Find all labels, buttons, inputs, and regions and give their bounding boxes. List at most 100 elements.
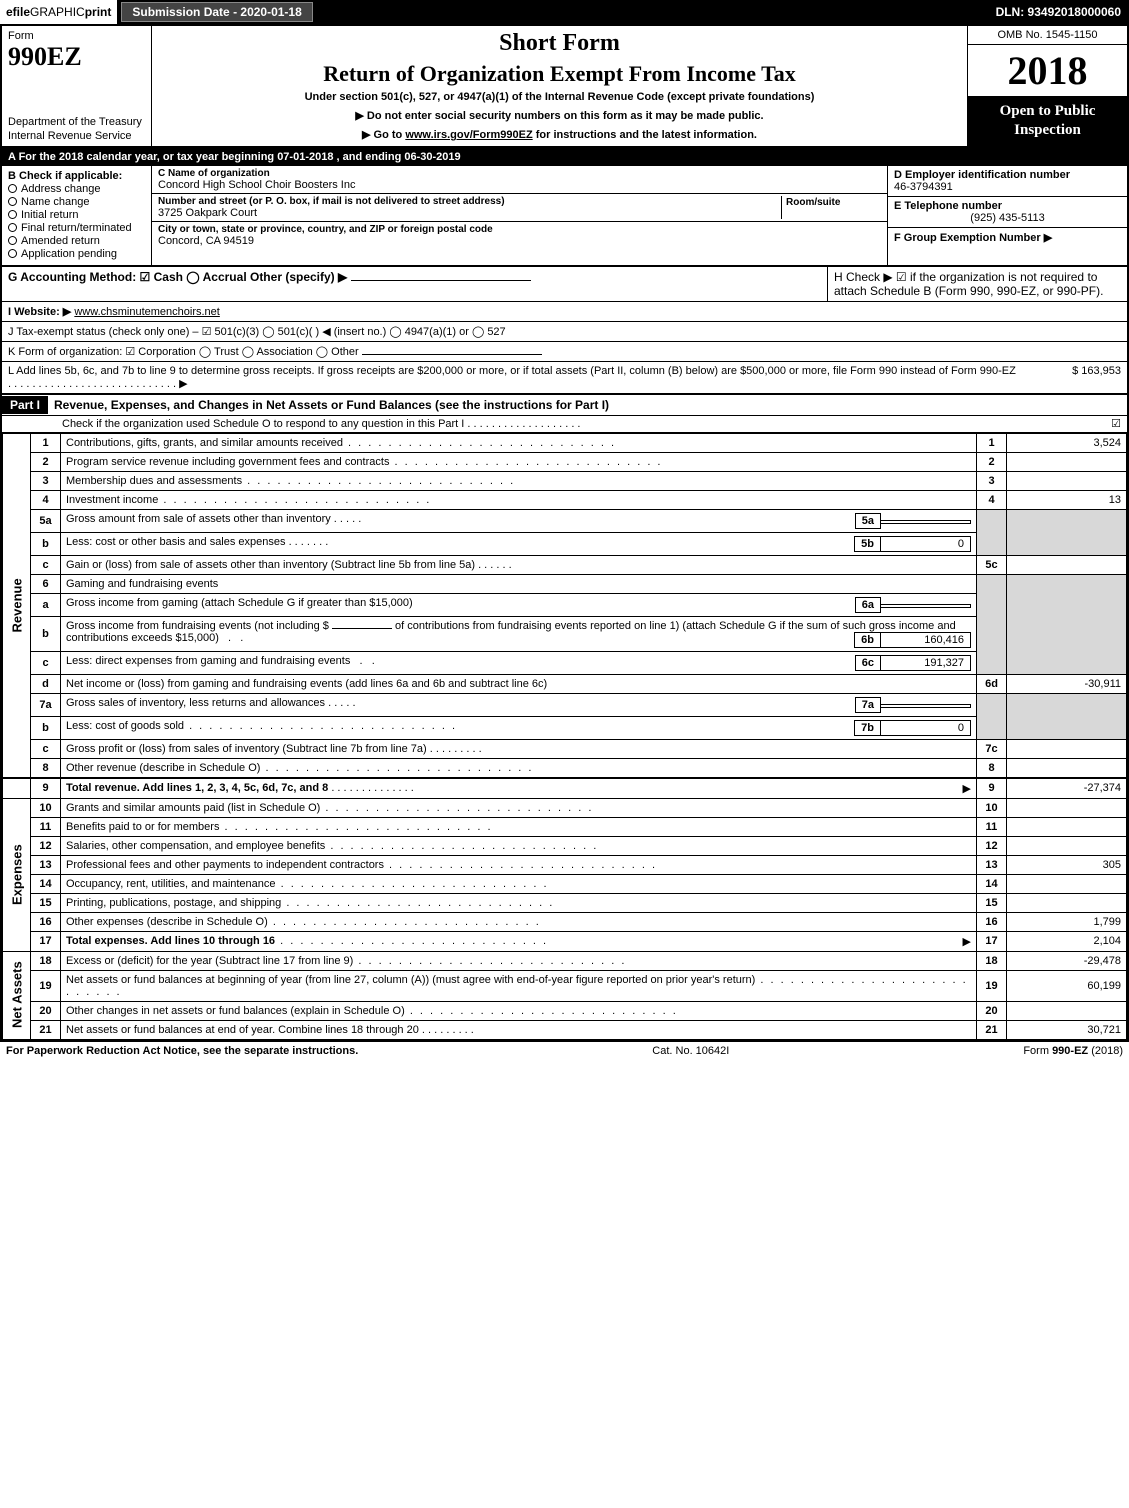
row-j: J Tax-exempt status (check only one) – ☑… xyxy=(2,322,1127,342)
part1-checkbox[interactable]: ☑ xyxy=(1099,417,1127,430)
table-row: 13Professional fees and other payments t… xyxy=(3,855,1127,874)
graphic-label: GRAPHIC xyxy=(30,5,85,19)
form-header: Form 990EZ Department of the Treasury In… xyxy=(2,26,1127,148)
box-b: B Check if applicable: Address change Na… xyxy=(2,166,152,265)
omb-number: OMB No. 1545-1150 xyxy=(968,26,1127,45)
table-row: Net Assets 18Excess or (deficit) for the… xyxy=(3,951,1127,970)
radio-icon xyxy=(8,223,17,232)
k-text: K Form of organization: ☑ Corporation ◯ … xyxy=(8,346,359,358)
footer-left: For Paperwork Reduction Act Notice, see … xyxy=(6,1045,358,1057)
row-l: L Add lines 5b, 6c, and 7b to line 9 to … xyxy=(2,362,1127,395)
radio-icon xyxy=(8,184,17,193)
box-b-title: B Check if applicable: xyxy=(8,170,145,182)
table-row: 3 Membership dues and assessments 3 xyxy=(3,471,1127,490)
e-label: E Telephone number xyxy=(894,200,1121,212)
row-i: I Website: ▶ www.chsminutemenchoirs.net xyxy=(2,302,1127,322)
radio-icon xyxy=(8,236,17,245)
period-bar: A For the 2018 calendar year, or tax yea… xyxy=(2,148,1127,166)
chk-final-return[interactable]: Final return/terminated xyxy=(8,222,145,234)
table-row: 2 Program service revenue including gove… xyxy=(3,452,1127,471)
part1-check-text: Check if the organization used Schedule … xyxy=(2,416,1099,432)
bullet-1: ▶ Do not enter social security numbers o… xyxy=(160,109,959,122)
subtitle: Under section 501(c), 527, or 4947(a)(1)… xyxy=(160,91,959,103)
chk-application-pending[interactable]: Application pending xyxy=(8,248,145,260)
part1-check-row: Check if the organization used Schedule … xyxy=(2,416,1127,433)
dln: DLN: 93492018000060 xyxy=(988,0,1129,24)
phone: (925) 435-5113 xyxy=(894,212,1121,224)
room-label: Room/suite xyxy=(786,197,840,208)
form-word: Form xyxy=(8,30,145,42)
part1-title: Revenue, Expenses, and Changes in Net As… xyxy=(48,395,1127,415)
dept-line1: Department of the Treasury xyxy=(8,116,145,130)
form-outer: Form 990EZ Department of the Treasury In… xyxy=(0,24,1129,1042)
website-link[interactable]: www.chsminutemenchoirs.net xyxy=(74,306,220,318)
table-row: 9 Total revenue. Add lines 1, 2, 3, 4, 5… xyxy=(3,778,1127,799)
g-accounting: G Accounting Method: ☑ Cash ◯ Accrual Ot… xyxy=(2,267,827,301)
ein: 46-3794391 xyxy=(894,181,1121,193)
dept-line2: Internal Revenue Service xyxy=(8,130,145,144)
department: Department of the Treasury Internal Reve… xyxy=(8,116,145,144)
netassets-side-label: Net Assets xyxy=(3,951,31,1039)
top-bar: efile GRAPHIC print Submission Date - 20… xyxy=(0,0,1129,24)
radio-icon xyxy=(8,197,17,206)
i-label: I Website: ▶ xyxy=(8,306,71,318)
table-row: 19Net assets or fund balances at beginni… xyxy=(3,970,1127,1001)
efile-print[interactable]: efile GRAPHIC print xyxy=(0,0,117,24)
org-name: Concord High School Choir Boosters Inc xyxy=(158,179,881,191)
chk-name-change[interactable]: Name change xyxy=(8,196,145,208)
bullet-2-pre: ▶ Go to xyxy=(362,129,405,141)
f-label: F Group Exemption Number ▶ xyxy=(894,231,1121,244)
city-state-zip: Concord, CA 94519 xyxy=(158,235,881,247)
header-center: Short Form Return of Organization Exempt… xyxy=(152,26,967,146)
page-footer: For Paperwork Reduction Act Notice, see … xyxy=(0,1042,1129,1060)
chk-amended-return[interactable]: Amended return xyxy=(8,235,145,247)
table-row: c Gross profit or (loss) from sales of i… xyxy=(3,739,1127,758)
table-row: Revenue 1 Contributions, gifts, grants, … xyxy=(3,433,1127,452)
open-public: Open to Public Inspection xyxy=(968,96,1127,146)
d-label: D Employer identification number xyxy=(894,169,1121,181)
header-left: Form 990EZ Department of the Treasury In… xyxy=(2,26,152,146)
table-row: b Less: cost or other basis and sales ex… xyxy=(3,532,1127,555)
table-row: c Less: direct expenses from gaming and … xyxy=(3,651,1127,674)
table-row: 6 Gaming and fundraising events xyxy=(3,574,1127,593)
table-row: 11Benefits paid to or for members11 xyxy=(3,817,1127,836)
table-row: 14Occupancy, rent, utilities, and mainte… xyxy=(3,874,1127,893)
table-row: 21Net assets or fund balances at end of … xyxy=(3,1020,1127,1039)
g-text: G Accounting Method: ☑ Cash ◯ Accrual Ot… xyxy=(8,270,347,284)
addr-label: Number and street (or P. O. box, if mail… xyxy=(158,196,781,207)
efile-label: efile xyxy=(6,5,30,19)
irs-link[interactable]: www.irs.gov/Form990EZ xyxy=(405,129,532,141)
expenses-side-label: Expenses xyxy=(3,798,31,951)
bullet-2-post: for instructions and the latest informat… xyxy=(533,129,757,141)
city-label: City or town, state or province, country… xyxy=(158,224,881,235)
revenue-side-label: Revenue xyxy=(3,433,31,778)
table-row: Expenses 10 Grants and similar amounts p… xyxy=(3,798,1127,817)
part1-table: Revenue 1 Contributions, gifts, grants, … xyxy=(2,433,1127,1040)
part1-header: Part I Revenue, Expenses, and Changes in… xyxy=(2,395,1127,416)
table-row: 17 Total expenses. Add lines 10 through … xyxy=(3,931,1127,951)
table-row: c Gain or (loss) from sale of assets oth… xyxy=(3,555,1127,574)
header-right: OMB No. 1545-1150 2018 Open to Public In… xyxy=(967,26,1127,146)
l-text: L Add lines 5b, 6c, and 7b to line 9 to … xyxy=(8,365,1021,390)
box-def: D Employer identification number 46-3794… xyxy=(887,166,1127,265)
tax-year: 2018 xyxy=(968,45,1127,96)
part1-label: Part I xyxy=(2,396,48,414)
form-number: 990EZ xyxy=(8,42,145,72)
l-amount: $ 163,953 xyxy=(1021,365,1121,390)
table-row: 16Other expenses (describe in Schedule O… xyxy=(3,912,1127,931)
chk-address-change[interactable]: Address change xyxy=(8,183,145,195)
chk-initial-return[interactable]: Initial return xyxy=(8,209,145,221)
row-gh: G Accounting Method: ☑ Cash ◯ Accrual Ot… xyxy=(2,267,1127,302)
footer-mid: Cat. No. 10642I xyxy=(652,1045,729,1057)
table-row: b Less: cost of goods sold 7b0 xyxy=(3,716,1127,739)
table-row: 5a Gross amount from sale of assets othe… xyxy=(3,509,1127,532)
print-label: print xyxy=(85,5,112,19)
table-row: a Gross income from gaming (attach Sched… xyxy=(3,593,1127,616)
bullet-2: ▶ Go to www.irs.gov/Form990EZ for instru… xyxy=(160,128,959,141)
box-c: C Name of organization Concord High Scho… xyxy=(152,166,887,265)
return-title: Return of Organization Exempt From Incom… xyxy=(160,61,959,87)
footer-right: Form 990-EZ (2018) xyxy=(1023,1045,1123,1057)
table-row: 15Printing, publications, postage, and s… xyxy=(3,893,1127,912)
table-row: 7a Gross sales of inventory, less return… xyxy=(3,693,1127,716)
info-row: B Check if applicable: Address change Na… xyxy=(2,166,1127,267)
